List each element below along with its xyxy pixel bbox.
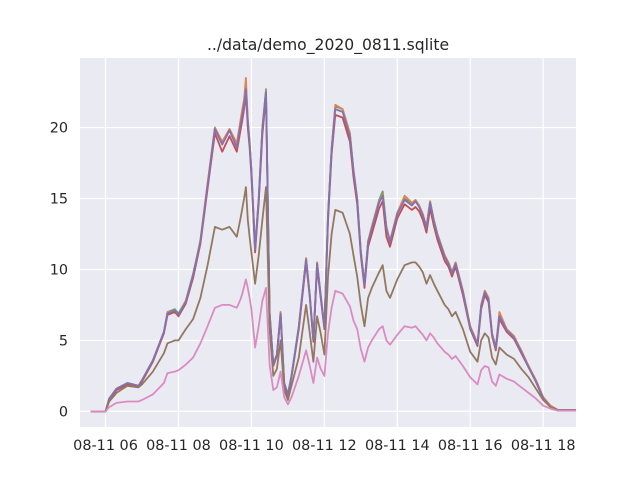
grid-lines (80, 58, 576, 427)
series-line-5 (90, 186, 576, 413)
y-tick-label-3: 15 (50, 192, 68, 208)
x-tick-label-3: 08-11 12 (292, 438, 357, 454)
y-tick-label-0: 0 (59, 404, 68, 420)
y-tick-label-2: 10 (50, 262, 68, 278)
x-tick-label-2: 08-11 10 (219, 438, 284, 454)
y-tick-label-4: 20 (50, 121, 68, 137)
x-tick-labels: 08-11 06 08-11 08 08-11 10 08-11 12 08-11 14… (73, 438, 575, 454)
x-tick-label-4: 08-11 14 (365, 438, 430, 454)
x-tick-label-5: 08-11 16 (438, 438, 503, 454)
x-tick-label-0: 08-11 06 (73, 438, 138, 454)
y-tick-label-1: 5 (59, 333, 68, 349)
y-tick-labels: 0 5 10 15 20 (50, 121, 68, 421)
series-lines (90, 77, 576, 413)
x-tick-label-1: 08-11 08 (146, 438, 211, 454)
x-tick-label-6: 08-11 18 (511, 438, 576, 454)
chart-title: ../data/demo_2020_0811.sqlite (207, 36, 449, 55)
series-line-6 (90, 278, 576, 413)
series-line-4 (90, 88, 576, 413)
